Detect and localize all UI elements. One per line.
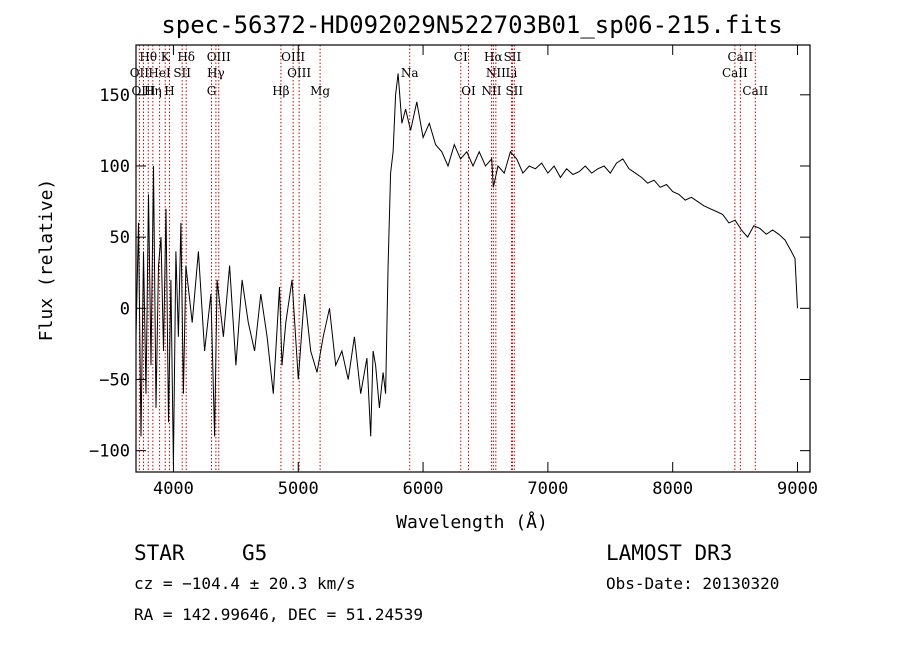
line-label-22: Mg [310,84,330,98]
line-label-11: SII [173,66,191,80]
object-subclass: G5 [242,541,267,565]
line-label-5: CI [454,50,468,64]
x-tick-label-4: 8000 [652,479,693,499]
redshift-readout: cz = −104.4 ± 20.3 km/s [134,574,356,593]
x-tick-label-1: 5000 [278,479,319,499]
line-label-25: SII [505,84,523,98]
x-tick-label-5: 9000 [777,479,818,499]
obs-date: Obs-Date: 20130320 [606,574,779,593]
line-label-20: G [207,84,217,98]
line-label-18: Hη [144,84,162,98]
line-label-12: Hγ [207,66,225,80]
line-label-10: HeI [148,66,171,80]
line-label-27: Na [401,66,419,80]
y-tick-label-0: −100 [89,442,130,462]
line-label-2: Hδ [177,50,195,64]
line-label-14: NII [486,66,506,80]
line-label-9: OII [130,66,150,80]
line-label-13: OIII [287,66,311,80]
x-tick-label-2: 6000 [403,479,444,499]
line-label-21: Hβ [272,84,289,98]
y-tick-label-1: −50 [99,370,130,390]
plot-frame [135,44,811,473]
y-axis: −100 −50 0 50 100 150 [89,86,810,462]
line-label-23: OI [461,84,476,98]
emission-line-markers [138,45,756,472]
line-label-6: Hα [484,50,503,64]
x-tick-label-0: 4000 [153,479,194,499]
y-tick-label-4: 100 [99,157,130,177]
y-axis-label: Flux (relative) [36,179,57,342]
line-label-26: CaII [742,84,768,98]
spectrum-series-line [135,73,798,465]
x-axis-label: Wavelength (Å) [396,511,548,533]
x-tick-label-3: 7000 [527,479,568,499]
line-label-24: NII [481,84,501,98]
coordinates: RA = 142.99646, DEC = 51.24539 [134,605,423,624]
line-label-8: CaII [727,50,753,64]
y-tick-label-3: 50 [110,228,130,248]
chart-title: spec-56372-HD092029N522703B01_sp06-215.f… [161,11,782,39]
object-class: STAR [134,541,185,565]
line-label-1: K [161,50,171,64]
line-label-15: Li [506,66,518,80]
y-tick-label-2: 0 [120,299,130,319]
x-axis: 4000 5000 6000 7000 8000 9000 [153,45,818,499]
line-label-3: OIII [207,50,231,64]
line-label-0: Hθ [139,50,157,64]
line-label-7: SII [504,50,522,64]
y-tick-label-5: 150 [99,86,130,106]
survey-name: LAMOST DR3 [606,541,732,565]
line-label-16: CaII [722,66,748,80]
line-label-19: H [164,84,174,98]
line-label-4: OIII [281,50,305,64]
